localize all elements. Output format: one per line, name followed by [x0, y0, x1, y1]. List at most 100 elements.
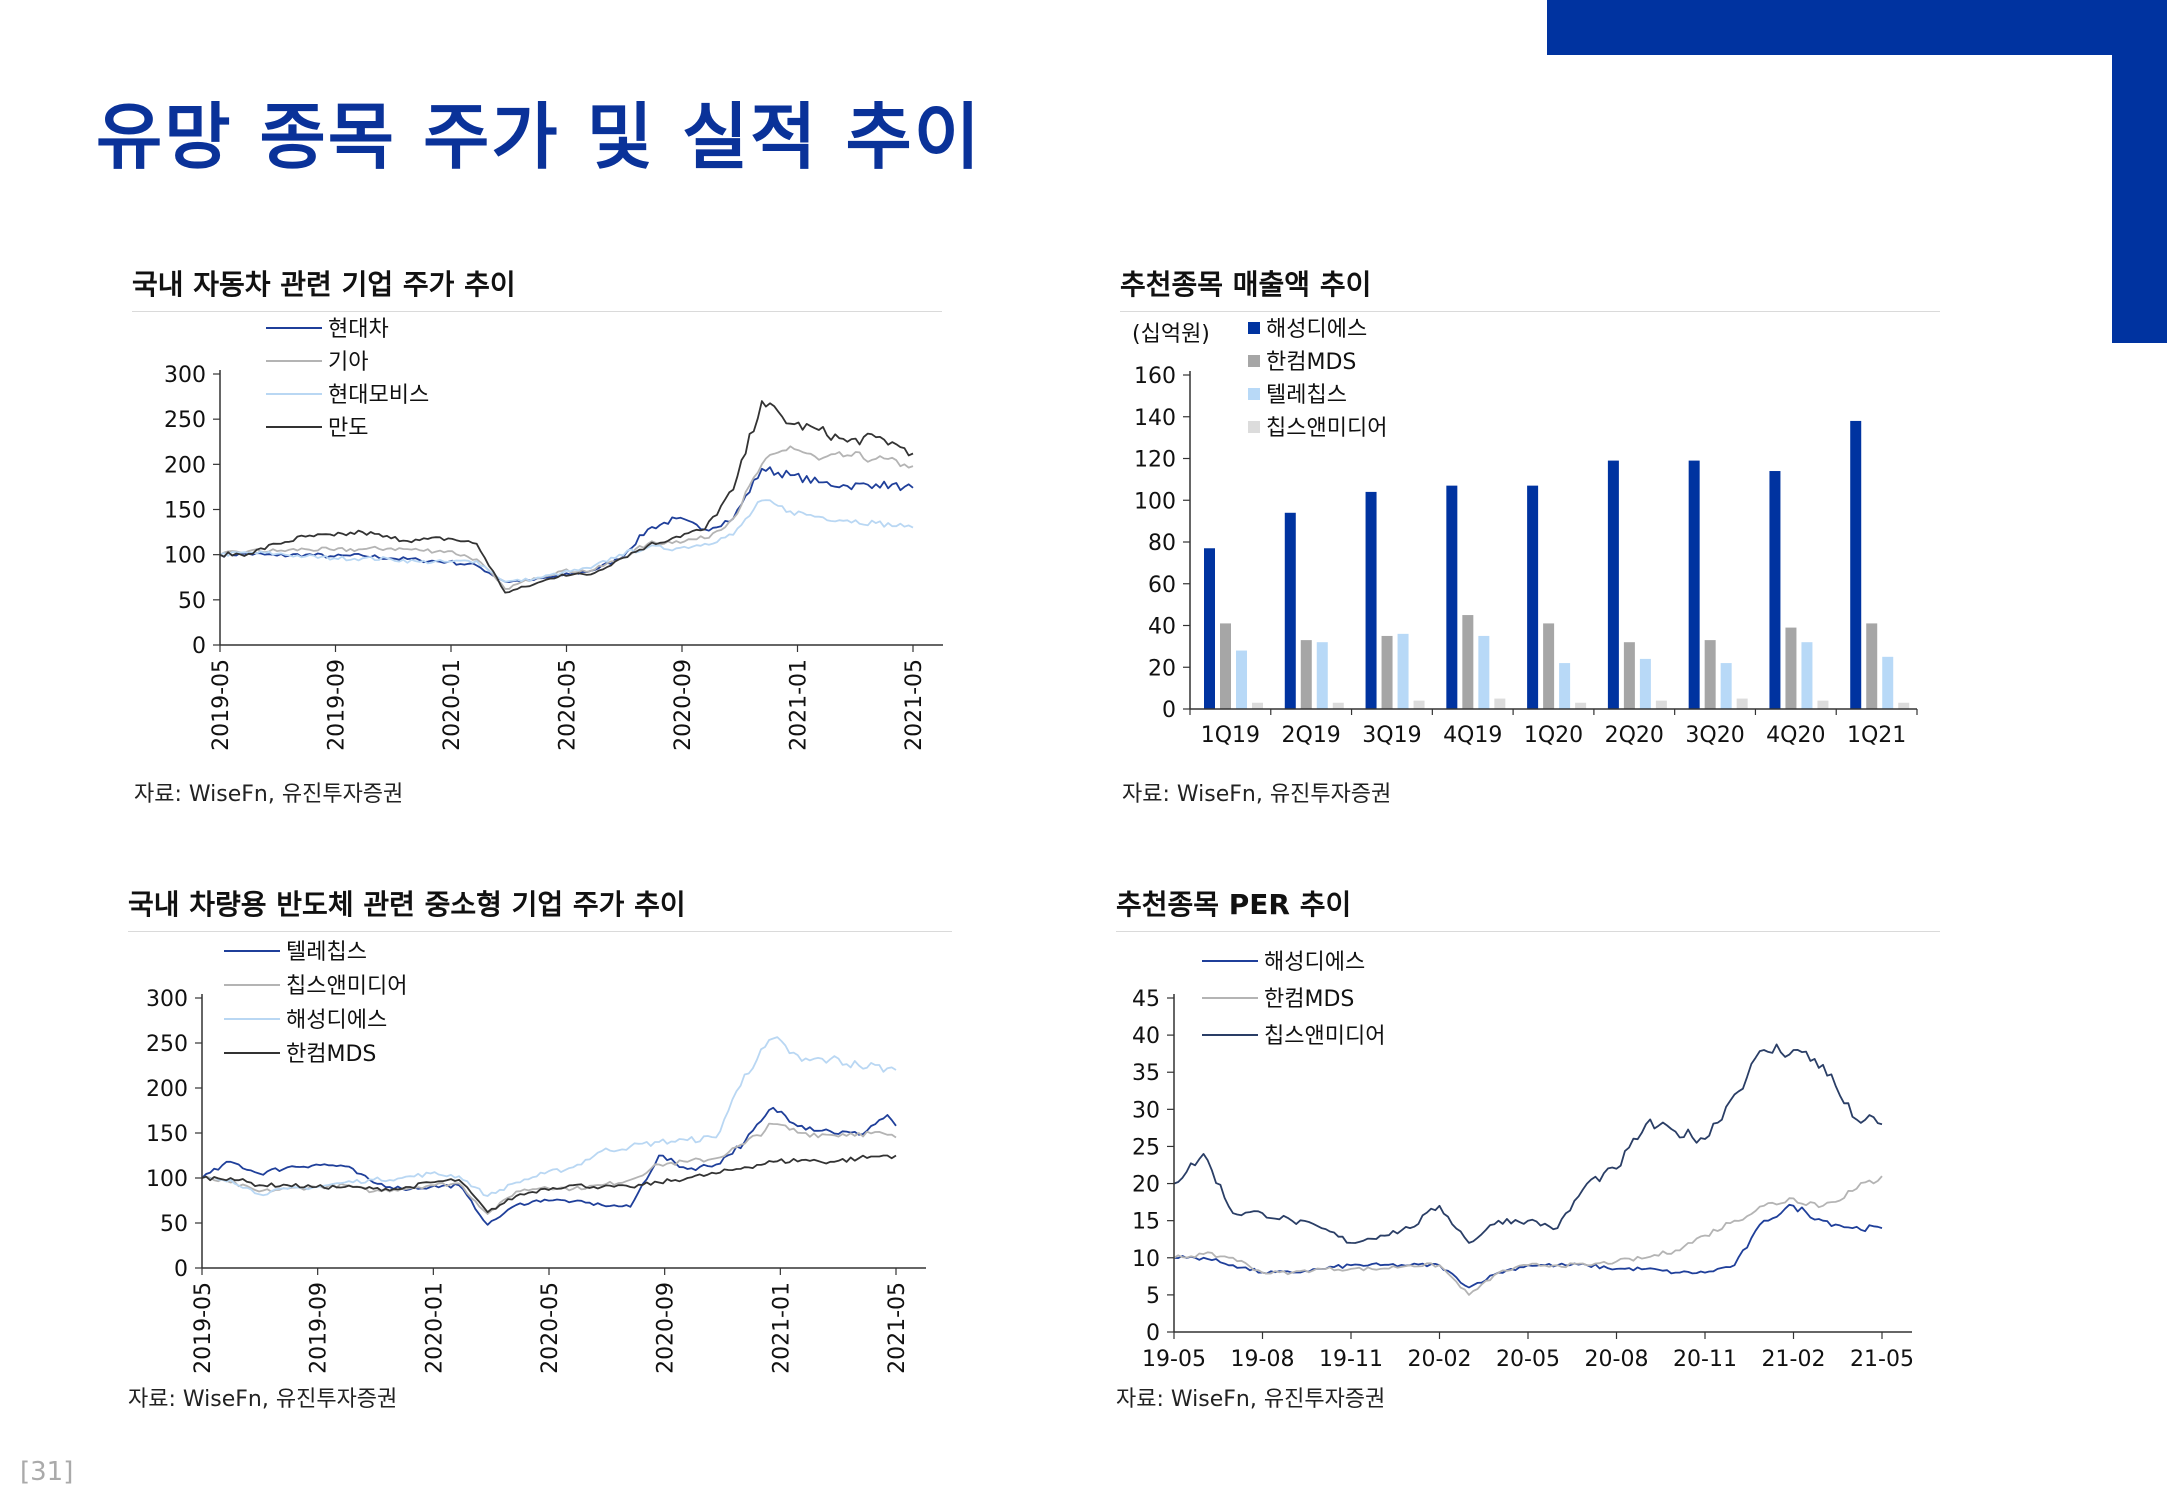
- unit-label: (십억원): [1132, 322, 1210, 347]
- x-tick-label: 2021-01: [769, 1282, 794, 1374]
- y-tick-label: 35: [1132, 1061, 1160, 1086]
- legend-label: 한컴MDS: [286, 1042, 376, 1067]
- x-tick-label: 1Q21: [1847, 723, 1906, 748]
- x-tick-label: 1Q19: [1201, 723, 1260, 748]
- y-tick-label: 200: [164, 453, 206, 478]
- y-tick-label: 45: [1132, 987, 1160, 1012]
- source-per: 자료: WiseFn, 유진투자증권: [1116, 1387, 1386, 1412]
- y-tick-label: 100: [164, 544, 206, 569]
- bar-2: [1397, 633, 1409, 709]
- bar-0: [1284, 512, 1296, 709]
- x-tick-label: 2019-05: [191, 1282, 216, 1374]
- bar-2: [1478, 635, 1490, 709]
- y-tick-label: 0: [1146, 1321, 1160, 1346]
- series-line-0: [201, 1106, 897, 1226]
- bar-1: [1300, 640, 1312, 709]
- bar-1: [1381, 635, 1393, 709]
- legend-swatch: [1248, 388, 1260, 400]
- x-tick-label: 19-11: [1319, 1347, 1383, 1372]
- bar-1: [1623, 642, 1635, 709]
- series-line-3: [201, 1154, 897, 1214]
- x-tick-label: 2020-01: [422, 1282, 447, 1374]
- x-tick-label: 1Q20: [1524, 723, 1583, 748]
- bar-2: [1801, 642, 1813, 709]
- y-tick-label: 0: [174, 1257, 188, 1282]
- bar-2: [1236, 650, 1247, 709]
- legend-label: 만도: [328, 416, 368, 441]
- y-tick-label: 80: [1148, 531, 1176, 556]
- legend-swatch: [1248, 421, 1260, 433]
- x-tick-label: 2019-09: [307, 1282, 332, 1374]
- y-tick-label: 60: [1148, 573, 1176, 598]
- x-tick-label: 2020-09: [654, 1282, 679, 1374]
- bar-0: [1446, 485, 1458, 709]
- x-tick-label: 3Q20: [1685, 723, 1744, 748]
- x-tick-label: 2020-05: [556, 659, 581, 751]
- x-tick-label: 21-02: [1762, 1347, 1826, 1372]
- x-tick-label: 3Q19: [1362, 723, 1421, 748]
- side-accent-bar: [2112, 0, 2167, 343]
- page-number: [31]: [20, 1457, 74, 1487]
- bar-1: [1543, 623, 1555, 709]
- x-tick-label: 20-11: [1673, 1347, 1737, 1372]
- series-line-0: [1173, 1203, 1883, 1289]
- x-tick-label: 20-08: [1585, 1347, 1649, 1372]
- chart-title-sales: 추천종목 매출액 추이: [1120, 263, 1940, 312]
- bar-2: [1316, 642, 1328, 709]
- y-tick-label: 250: [164, 408, 206, 433]
- source-semi: 자료: WiseFn, 유진투자증권: [128, 1387, 398, 1412]
- y-tick-label: 250: [146, 1032, 188, 1057]
- x-tick-label: 4Q20: [1766, 723, 1825, 748]
- series-line-0: [219, 466, 914, 583]
- series-line-3: [219, 400, 914, 594]
- y-tick-label: 300: [164, 363, 206, 388]
- y-tick-label: 5: [1146, 1284, 1160, 1309]
- bar-3: [1413, 700, 1425, 709]
- series-line-2: [1173, 1043, 1883, 1244]
- chart-sales: 1Q19 2Q19 3Q19 4Q19 1Q20 2Q20 3Q20 4Q20 1Q21 0 20 4…: [1132, 317, 1918, 748]
- chart-title-semi: 국내 차량용 반도체 관련 중소형 기업 주가 추이: [128, 883, 952, 932]
- source-sales: 자료: WiseFn, 유진투자증권: [1122, 782, 1392, 807]
- legend-label: 기아: [328, 350, 368, 375]
- legend-label: 칩스앤미디어: [1264, 1024, 1385, 1049]
- bar-3: [1252, 702, 1263, 709]
- bar-3: [1655, 700, 1667, 709]
- y-tick-label: 140: [1134, 406, 1176, 431]
- source-auto: 자료: WiseFn, 유진투자증권: [134, 782, 404, 807]
- y-tick-label: 15: [1132, 1210, 1160, 1235]
- chart-per: 0 5 10 15 20 25 30 35 40 45 19-05 19-08 19-11 20-02 20…: [1132, 950, 1914, 1372]
- bar-1: [1220, 623, 1231, 709]
- bar-3: [1736, 698, 1748, 709]
- x-tick-label: 19-08: [1231, 1347, 1295, 1372]
- bar-2: [1559, 663, 1571, 709]
- series-line-1: [1173, 1175, 1883, 1296]
- legend-label: 텔레칩스: [1266, 383, 1347, 408]
- bar-0: [1607, 460, 1619, 709]
- bar-3: [1898, 702, 1910, 709]
- x-tick-label: 2019-09: [325, 659, 350, 751]
- y-tick-label: 20: [1132, 1173, 1160, 1198]
- bar-3: [1817, 700, 1829, 709]
- bar-0: [1850, 420, 1862, 709]
- y-tick-label: 40: [1132, 1024, 1160, 1049]
- series-line-1: [219, 445, 914, 590]
- bar-3: [1494, 698, 1506, 709]
- y-tick-label: 30: [1132, 1098, 1160, 1123]
- bar-1: [1462, 615, 1474, 709]
- y-tick-label: 150: [146, 1122, 188, 1147]
- x-tick-label: 2019-05: [209, 659, 234, 751]
- legend-label: 해성디에스: [1264, 950, 1365, 975]
- y-tick-label: 100: [146, 1167, 188, 1192]
- x-tick-label: 2021-01: [787, 659, 812, 751]
- legend-label: 해성디에스: [286, 1008, 387, 1033]
- bar-1: [1704, 640, 1716, 709]
- y-tick-label: 120: [1134, 448, 1176, 473]
- x-tick-label: 21-05: [1850, 1347, 1914, 1372]
- x-tick-label: 4Q19: [1443, 723, 1502, 748]
- y-tick-label: 10: [1132, 1247, 1160, 1272]
- x-tick-label: 19-05: [1142, 1347, 1206, 1372]
- legend-label: 한컴MDS: [1266, 350, 1356, 375]
- x-tick-label: 20-05: [1496, 1347, 1560, 1372]
- bar-0: [1204, 548, 1215, 709]
- y-tick-label: 25: [1132, 1135, 1160, 1160]
